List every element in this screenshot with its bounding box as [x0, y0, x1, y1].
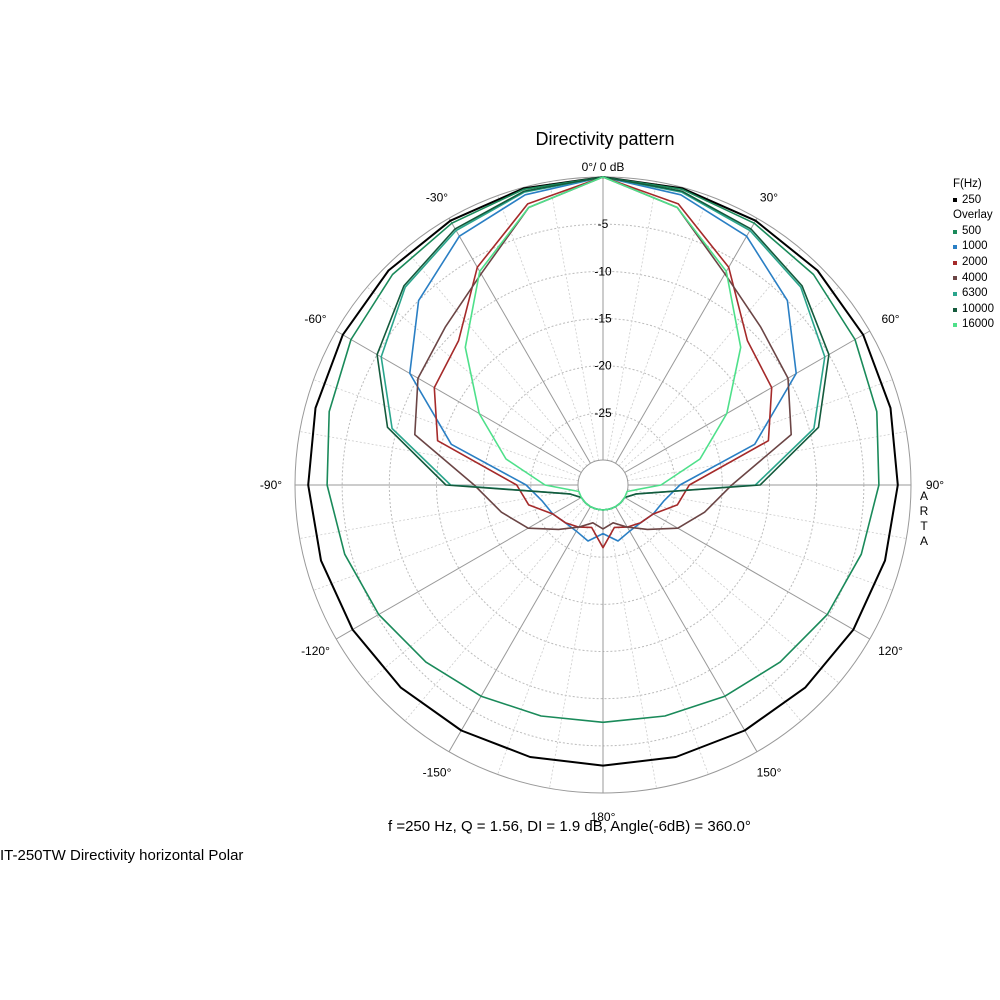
angle-label: 120°: [878, 644, 903, 658]
side-label-letter: T: [920, 519, 928, 533]
legend-swatch: [953, 307, 957, 312]
grid-spoke-major: [448, 506, 591, 752]
grid-spoke-minor: [404, 503, 588, 722]
series-line-16000: [464, 176, 742, 511]
legend-label: 1000: [962, 240, 988, 253]
grid-spoke-major: [615, 218, 758, 464]
legend-label: 10000: [962, 302, 994, 315]
legend-item-4000: 4000: [953, 271, 994, 287]
caption: IT-250TW Directivity horizontal Polar: [0, 847, 244, 864]
legend-label: 250: [962, 193, 982, 206]
legend-item-1000: 1000: [953, 239, 994, 255]
legend-item-16000: 16000: [953, 317, 994, 333]
grid-spoke-minor: [404, 248, 588, 467]
legend-swatch: [953, 276, 957, 281]
chart-title: Directivity pattern: [535, 129, 675, 149]
legend-overlay-list: 500 1000 2000 4000 6300 10000 16000: [953, 224, 994, 333]
angle-label: 60°: [881, 312, 899, 326]
grid-spoke-minor: [627, 488, 907, 539]
radial-tick-label: -10: [594, 264, 612, 278]
grid-spoke-major: [336, 497, 582, 640]
radial-tick-label: -25: [594, 406, 612, 420]
grid-spoke-minor: [549, 509, 600, 789]
legend-item-500: 500: [953, 224, 994, 240]
side-label-letter: R: [919, 504, 929, 518]
grid-spoke-major: [624, 330, 870, 473]
grid-spoke-minor: [313, 379, 580, 477]
side-label-letter: A: [919, 534, 928, 548]
series-line-1000: [409, 176, 797, 542]
legend-item-10000: 10000: [953, 302, 994, 318]
grid-spoke-minor: [626, 493, 893, 591]
angle-label-top: 0°/ 0 dB: [582, 160, 625, 174]
grid-spoke-minor: [621, 286, 840, 470]
series-line-500: [326, 176, 880, 724]
angle-label: -30°: [426, 190, 448, 204]
radial-tick-label: -20: [594, 359, 612, 373]
legend-swatch: [953, 260, 957, 265]
grid-spoke-minor: [611, 195, 709, 462]
series-line-250: [307, 176, 899, 767]
legend-label: 16000: [962, 318, 994, 331]
angle-label: 150°: [757, 766, 782, 780]
legend-swatch: [953, 198, 957, 203]
legend-swatch: [953, 291, 957, 296]
legend-swatch: [953, 323, 957, 328]
legend: F(Hz) 250 Overlay 500 1000 2000 4000 6300 100…: [953, 177, 994, 333]
legend-label: 2000: [962, 255, 988, 268]
grid-spoke-minor: [497, 508, 595, 775]
legend-swatch: [953, 245, 957, 250]
series-line-2000: [433, 176, 773, 549]
legend-label: 500: [962, 224, 982, 237]
angle-label: 30°: [760, 190, 778, 204]
grid-spoke-minor: [611, 508, 709, 775]
legend-item-6300: 6300: [953, 286, 994, 302]
polar-labels: -5 -10 -15 -20 -25 0°/ 0 dB -30° 30° -60° 60° -90°…: [260, 160, 944, 824]
angle-label: 90°: [926, 478, 944, 492]
radial-tick-label: -5: [598, 217, 609, 231]
stats-line: f =250 Hz, Q = 1.56, DI = 1.9 dB, Angle(…: [388, 818, 751, 835]
grid-spoke-minor: [366, 500, 585, 684]
grid-spoke-major: [448, 218, 591, 464]
side-label-letter: A: [919, 489, 928, 503]
angle-label: -120°: [301, 644, 330, 658]
legend-item-main: 250: [953, 193, 994, 209]
radial-tick-label: -15: [594, 312, 612, 326]
grid-spoke-major: [336, 330, 582, 473]
legend-item-2000: 2000: [953, 255, 994, 271]
legend-header: F(Hz): [953, 178, 982, 190]
grid-spoke-minor: [621, 500, 840, 684]
polar-series: [307, 176, 899, 767]
grid-spoke-minor: [626, 379, 893, 477]
grid-spoke-minor: [618, 503, 802, 722]
grid-spoke-minor: [606, 509, 657, 789]
legend-swatch: [953, 229, 957, 234]
grid-spoke-minor: [313, 493, 580, 591]
grid-spoke-major: [615, 506, 758, 752]
grid-spoke-minor: [299, 488, 579, 539]
legend-label: 6300: [962, 287, 988, 300]
series-line-4000: [414, 176, 792, 531]
angle-label: 180°: [591, 810, 616, 824]
grid-spoke-minor: [606, 181, 657, 461]
legend-label: 4000: [962, 271, 988, 284]
angle-label: -150°: [423, 766, 452, 780]
angle-label: -60°: [304, 312, 326, 326]
grid-spoke-major: [624, 497, 870, 640]
grid-spoke-minor: [366, 286, 585, 470]
grid-spoke-minor: [618, 248, 802, 467]
grid-spoke-minor: [497, 195, 595, 462]
grid-spoke-minor: [549, 181, 600, 461]
legend-overlay-header: Overlay: [953, 209, 993, 222]
angle-label: -90°: [260, 478, 282, 492]
